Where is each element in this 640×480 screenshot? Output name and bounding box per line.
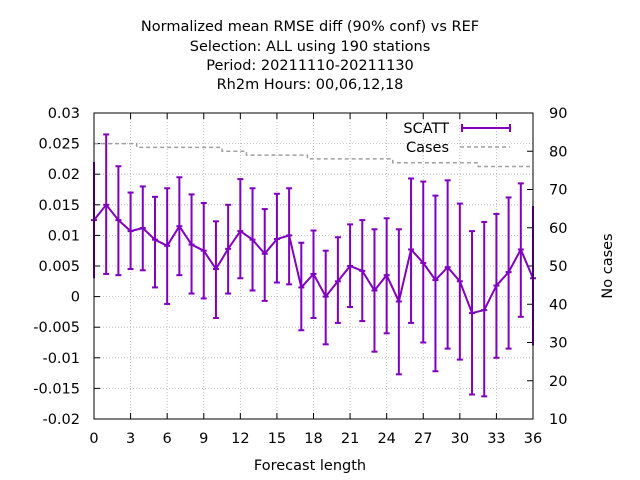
- scatt-errorbar: [505, 196, 512, 350]
- y2-tick-label: 10: [549, 412, 567, 428]
- x-axis-label: Forecast length: [254, 458, 366, 474]
- y2-axis-label: No cases: [600, 233, 616, 298]
- x-axis-ticks: 0 3 6 9 12 15 18 21 24 27 30 33 36: [89, 113, 542, 447]
- scatt-errorbar: [469, 230, 476, 396]
- x-tick-label: 6: [163, 431, 172, 447]
- scatt-errorbar: [151, 195, 158, 289]
- scatt-errorbar: [347, 223, 354, 309]
- y2-tick-label: 20: [549, 374, 567, 390]
- scatt-errorbar: [334, 236, 341, 324]
- scatt-errorbar: [176, 176, 183, 277]
- x-tick-label: 0: [89, 431, 98, 447]
- scatt-errorbar: [273, 192, 280, 284]
- scatt-errorbar: [225, 203, 232, 295]
- scatt-errorbar: [310, 229, 317, 320]
- scatt-errorbar: [249, 187, 256, 292]
- y-tick-label: 0: [71, 290, 80, 306]
- y-tick-label: 0.02: [48, 167, 80, 183]
- y-tick-label: -0.01: [42, 351, 80, 367]
- x-tick-label: 27: [414, 431, 432, 447]
- scatt-errorbar: [456, 202, 463, 361]
- scatt-errorbar: [481, 220, 488, 398]
- scatt-errorbar: [286, 187, 293, 286]
- scatt-errorbar: [493, 212, 500, 359]
- y2-tick-label: 80: [549, 144, 567, 160]
- legend: SCATT Cases: [403, 121, 511, 156]
- legend-label-cases: Cases: [406, 140, 449, 156]
- x-tick-label: 9: [199, 431, 208, 447]
- cases-line: [94, 142, 533, 168]
- y-tick-label: 0.03: [48, 106, 80, 122]
- legend-sample-scatt: [461, 124, 511, 132]
- title-line-3: Period: 20211110-20211130: [206, 58, 414, 74]
- scatt-errorbar: [200, 201, 207, 300]
- scatt-errorbar: [127, 191, 134, 271]
- x-tick-label: 21: [341, 431, 359, 447]
- title-line-1: Normalized mean RMSE diff (90% conf) vs …: [141, 19, 479, 35]
- scatt-errorbar: [237, 178, 244, 280]
- y2-axis-ticks: 10 20 30 40 50 60 70 80 90: [527, 106, 567, 428]
- scatt-errorbar: [432, 194, 439, 373]
- x-tick-label: 12: [231, 431, 249, 447]
- scatt-errorbar: [164, 187, 171, 305]
- scatt-errorbar: [420, 180, 427, 344]
- y-tick-label: -0.02: [42, 412, 80, 428]
- title-line-2: Selection: ALL using 190 stations: [190, 39, 431, 55]
- scatt-errorbar: [103, 133, 110, 275]
- x-tick-label: 3: [126, 431, 135, 447]
- y2-tick-label: 90: [549, 106, 567, 122]
- scatt-errorbar: [261, 208, 268, 302]
- scatt-errorbar: [188, 193, 195, 295]
- y2-tick-label: 60: [549, 221, 567, 237]
- y2-tick-label: 70: [549, 183, 567, 199]
- x-tick-label: 36: [524, 431, 542, 447]
- y-axis-ticks: -0.02 -0.015 -0.01 -0.005 0 0.005 0.01 0.015 0.0…: [33, 106, 100, 428]
- legend-label-scatt: SCATT: [403, 121, 449, 137]
- y-tick-label: -0.015: [33, 381, 80, 397]
- y-tick-label: 0.025: [38, 137, 80, 153]
- chart-title: Normalized mean RMSE diff (90% conf) vs …: [141, 19, 479, 93]
- x-tick-label: 18: [304, 431, 322, 447]
- y-tick-label: 0.015: [38, 198, 80, 214]
- scatt-errorbar: [322, 249, 329, 346]
- scatt-errorbar: [408, 177, 415, 324]
- scatt-errorbar: [298, 241, 305, 332]
- scatt-series: [91, 133, 536, 398]
- y2-tick-label: 50: [549, 259, 567, 275]
- scatt-errorbar: [444, 179, 451, 350]
- y-tick-label: 0.005: [38, 259, 80, 275]
- y-tick-label: 0.01: [48, 228, 80, 244]
- scatt-errorbar: [383, 217, 390, 335]
- y2-tick-label: 30: [549, 336, 567, 352]
- scatt-errorbar: [371, 228, 378, 353]
- scatt-errorbar: [139, 185, 146, 272]
- x-tick-label: 15: [268, 431, 286, 447]
- cases-series: [94, 142, 533, 168]
- scatt-errorbar: [359, 219, 366, 323]
- y2-tick-label: 40: [549, 297, 567, 313]
- scatt-errorbar: [212, 220, 219, 320]
- x-tick-label: 30: [451, 431, 469, 447]
- x-tick-label: 33: [487, 431, 505, 447]
- scatt-errorbar: [115, 165, 122, 277]
- plot-border: [93, 112, 534, 420]
- x-tick-label: 24: [377, 431, 395, 447]
- scatt-errorbar: [517, 182, 524, 318]
- y-tick-label: -0.005: [33, 320, 80, 336]
- scatt-errorbar: [395, 228, 402, 376]
- title-line-4: Rh2m Hours: 00,06,12,18: [217, 77, 404, 93]
